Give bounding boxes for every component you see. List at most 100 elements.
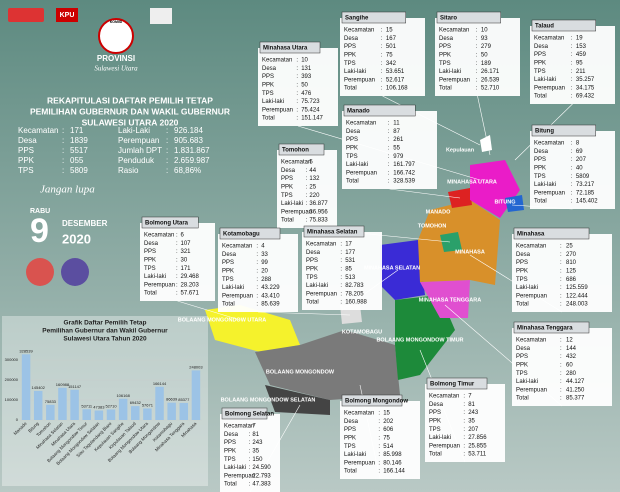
field-value: 279	[481, 44, 492, 50]
summary-sep: :	[62, 136, 64, 145]
field-sep: :	[176, 291, 178, 297]
pointer-line	[389, 188, 461, 199]
field-sep: :	[476, 36, 478, 42]
field-label: TPS	[346, 154, 358, 160]
field-value: 5809	[576, 174, 590, 180]
data-label: 151147	[68, 384, 82, 389]
field-value: 29.468	[181, 274, 200, 280]
field-value: 80.146	[383, 460, 402, 466]
field-sep: :	[306, 209, 308, 215]
box-head	[221, 407, 268, 420]
region-box: SangiheKecamatan:15Desa:167PPS:501PPK:75…	[340, 11, 425, 96]
field-sep: :	[176, 233, 178, 239]
field-sep: :	[176, 249, 178, 255]
field-sep: :	[571, 77, 573, 83]
summary-value: 1839	[70, 136, 88, 145]
field-sep: :	[296, 107, 298, 113]
region-name: Manado	[347, 109, 370, 115]
region-name: Tomohon	[282, 148, 309, 154]
field-sep: :	[306, 193, 308, 199]
field-value: 27.856	[468, 435, 487, 441]
field-value: 25.855	[468, 443, 487, 449]
pointer-line	[477, 95, 491, 156]
summary-label: Jumlah DPT	[118, 146, 162, 155]
field-sep: :	[571, 149, 573, 155]
field-value: 501	[386, 44, 397, 50]
summary-label: Laki-Laki	[118, 126, 150, 135]
field-value: 243	[252, 440, 263, 446]
title-line: REKAPITULASI DAFTAR PEMILIH TETAP	[47, 95, 213, 105]
field-sep: :	[463, 427, 465, 433]
box-head	[513, 321, 590, 334]
summary-sep: :	[62, 146, 64, 155]
field-label: TPS	[222, 277, 234, 283]
bar	[21, 354, 31, 420]
region-shape	[440, 232, 462, 252]
field-label: Desa	[222, 252, 237, 258]
field-sep: :	[256, 277, 258, 283]
field-sep: :	[463, 394, 465, 400]
region-name: Talaud	[535, 24, 554, 30]
field-value: 35.257	[576, 77, 595, 83]
field-sep: :	[571, 174, 573, 180]
field-label: Total	[306, 300, 319, 306]
field-sep: :	[571, 44, 573, 50]
y-tick-label: 100000	[5, 397, 19, 402]
field-label: Laki-laki	[222, 285, 244, 291]
field-value: 44.127	[566, 379, 585, 385]
field-label: PPK	[516, 362, 528, 368]
map-label: BOLAANG MONGONDOW SELATAN	[221, 397, 316, 403]
box-head	[436, 11, 501, 24]
summary-label: Penduduk	[118, 156, 155, 165]
provinsi-text: PROVINSI	[97, 54, 135, 63]
field-label: Desa	[281, 168, 296, 174]
field-label: Total	[346, 179, 359, 185]
field-value: 47.383	[252, 482, 271, 488]
field-value: 153	[576, 44, 587, 50]
field-sep: :	[463, 410, 465, 416]
field-label: Laki-laki	[534, 77, 556, 83]
field-label: TPS	[534, 174, 546, 180]
field-label: PPS	[429, 410, 441, 416]
field-sep: :	[571, 165, 573, 171]
field-value: 189	[481, 61, 492, 67]
region-name: Bitung	[535, 129, 554, 135]
field-sep: :	[571, 60, 573, 66]
field-label: PPS	[534, 52, 546, 58]
field-label: Desa	[534, 44, 549, 50]
field-sep: :	[378, 469, 380, 475]
field-sep: :	[388, 129, 390, 135]
box-bg	[512, 328, 612, 406]
map-label: MINAHASA UTARA	[447, 179, 497, 185]
field-value: 15	[383, 411, 390, 417]
summary-value: 1.831.867	[174, 146, 210, 155]
field-value: 41.250	[566, 387, 585, 393]
field-sep: :	[571, 52, 573, 58]
field-label: PPK	[224, 448, 236, 454]
field-value: 53.711	[468, 452, 487, 458]
field-sep: :	[560, 252, 562, 258]
field-value: 342	[386, 61, 397, 67]
field-value: 57.671	[181, 291, 200, 297]
field-sep: :	[378, 452, 380, 458]
field-label: PPS	[281, 176, 293, 182]
field-sep: :	[560, 371, 562, 377]
field-value: 531	[345, 258, 356, 264]
field-value: 87	[393, 129, 400, 135]
field-value: 69	[576, 149, 583, 155]
field-sep: :	[560, 396, 562, 402]
field-value: 432	[566, 354, 577, 360]
map-label: KOTAMOBAGU	[342, 329, 382, 335]
bar	[33, 390, 43, 420]
field-label: Total	[344, 86, 357, 92]
box-head	[141, 216, 199, 229]
field-sep: :	[296, 58, 298, 64]
y-tick-label: 0	[16, 417, 19, 422]
field-label: PPK	[281, 184, 293, 190]
field-sep: :	[340, 250, 342, 256]
field-value: 30	[181, 257, 188, 263]
field-sep: :	[381, 44, 383, 50]
field-label: Kecamatan	[346, 121, 376, 127]
field-label: PPS	[144, 249, 156, 255]
